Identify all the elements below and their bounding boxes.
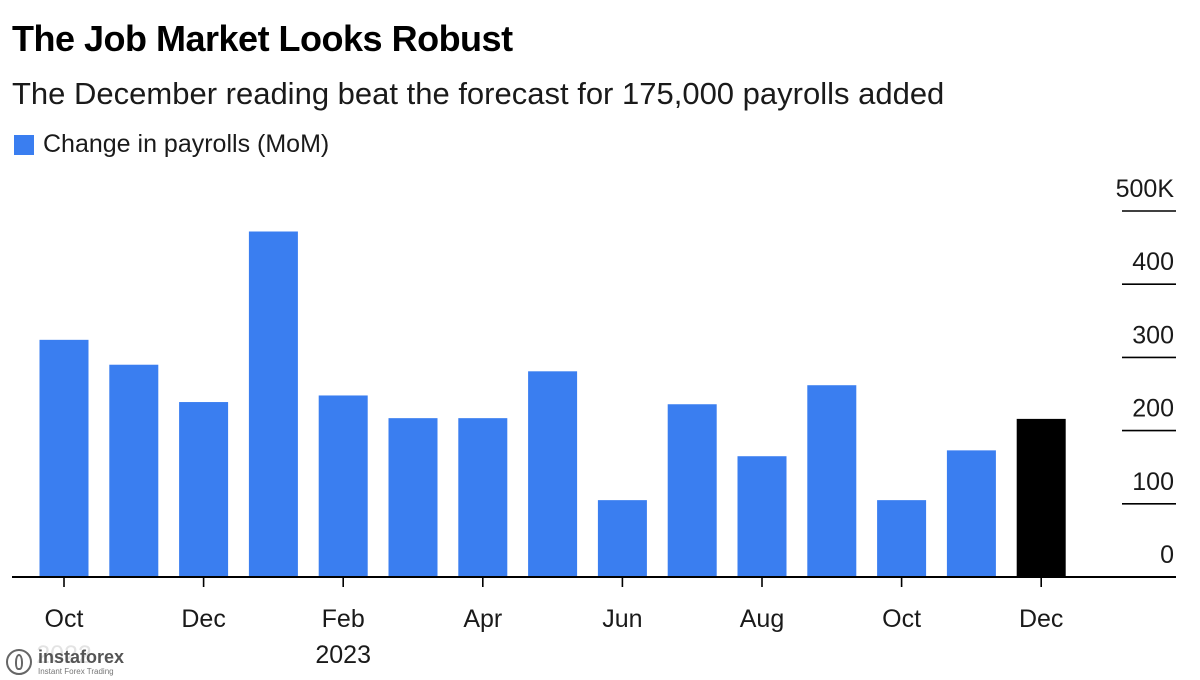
- y-tick-label: 100: [1132, 468, 1174, 496]
- instaforex-logo-icon: [6, 649, 32, 675]
- watermark-text: instaforex Instant Forex Trading: [38, 648, 124, 676]
- bar: [597, 500, 647, 577]
- bar: [39, 339, 89, 577]
- bar: [109, 364, 159, 577]
- x-tick-label: Aug: [740, 605, 784, 633]
- bar: [179, 402, 229, 577]
- bar: [528, 371, 578, 577]
- chart-subtitle: The December reading beat the forecast f…: [12, 76, 945, 111]
- x-tick-label: Apr: [463, 605, 502, 633]
- bar: [877, 500, 927, 577]
- x-tick-label: Feb: [322, 605, 365, 633]
- y-tick-label: 200: [1132, 395, 1174, 423]
- bar: [1016, 418, 1066, 577]
- x-tick-label: Dec: [1019, 605, 1063, 633]
- x-tick-label: Jun: [602, 605, 642, 633]
- x-tick-label: Oct: [45, 605, 84, 633]
- watermark: instaforex Instant Forex Trading: [0, 644, 144, 680]
- bar: [388, 418, 438, 577]
- y-tick-label: 0: [1160, 541, 1174, 569]
- bar: [946, 450, 996, 577]
- bar: [248, 231, 298, 577]
- watermark-tagline: Instant Forex Trading: [38, 667, 114, 676]
- x-tick-label: Dec: [181, 605, 225, 633]
- legend-label: Change in payrolls (MoM): [43, 130, 330, 158]
- bar: [318, 395, 368, 577]
- bar: [807, 385, 857, 577]
- y-tick-label: 400: [1132, 248, 1174, 276]
- x-tick-label: Oct: [882, 605, 921, 633]
- bar: [667, 404, 717, 577]
- chart-title: The Job Market Looks Robust: [12, 18, 513, 59]
- legend-swatch: [14, 134, 34, 155]
- bar: [458, 418, 508, 577]
- y-tick-label: 300: [1132, 321, 1174, 349]
- y-tick-label: 500K: [1116, 175, 1175, 203]
- chart-legend: Change in payrolls (MoM): [14, 130, 329, 159]
- watermark-brand: instaforex: [38, 647, 125, 667]
- bar: [737, 456, 787, 577]
- x-tick-sublabel: 2023: [315, 641, 371, 669]
